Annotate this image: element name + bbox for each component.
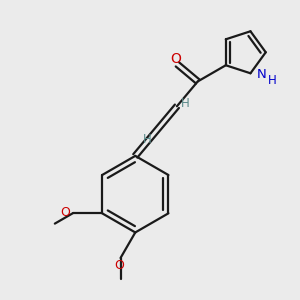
Text: N: N [256,68,266,81]
Text: O: O [61,206,70,219]
Text: O: O [114,260,124,272]
Text: H: H [143,134,152,146]
Text: O: O [170,52,182,66]
Text: H: H [268,74,276,87]
Text: H: H [182,97,190,110]
